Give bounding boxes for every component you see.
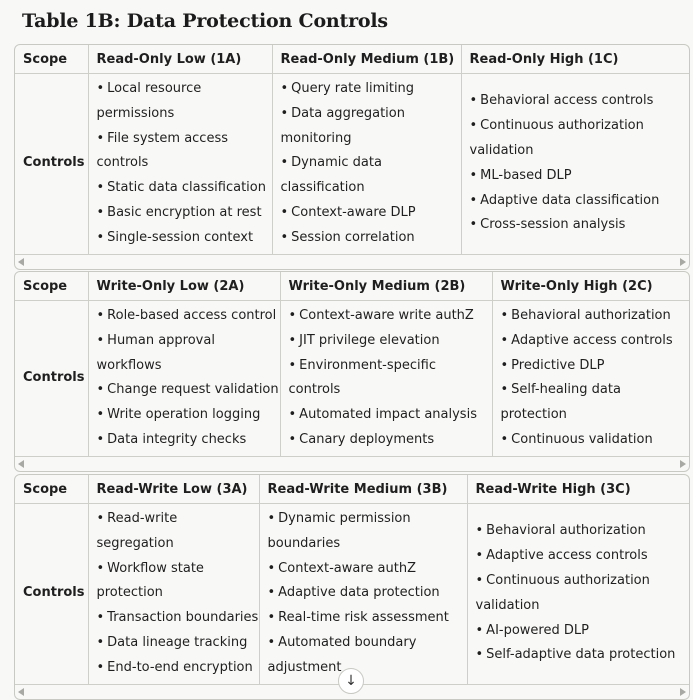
header-read-only-high: Read-Only High (1C) [461,45,689,74]
header-write-only-medium: Write-Only Medium (2B) [280,272,493,301]
list-item: Role-based access control [97,304,280,329]
list-item: Context-aware write authZ [289,304,492,329]
horizontal-scrollbar[interactable] [15,685,689,699]
horizontal-scrollbar[interactable] [15,457,689,471]
scroll-down-button[interactable]: ↓ [338,668,364,694]
list-item: Context-aware authZ [268,557,467,582]
list-item: Human approval workflows [97,329,280,379]
list-item: Continuous authorization validation [470,114,690,164]
cell-write-only-low: Role-based access control Human approval… [88,300,281,457]
header-scope: Scope [15,272,89,301]
list-item: Data integrity checks [97,428,280,453]
row-label-controls: Controls [15,300,89,457]
header-read-write-medium: Read-Write Medium (3B) [259,475,468,504]
list-item: File system access controls [97,127,272,177]
list-item: Adaptive access controls [501,329,690,354]
list-item: Static data classification [97,176,272,201]
scroll-left-icon[interactable] [18,687,24,696]
cell-read-write-low: Read-write segregation Workflow state pr… [88,503,260,685]
scroll-right-icon[interactable] [680,687,686,696]
list-item: Transaction boundaries [97,606,259,631]
list-item: Behavioral authorization [476,519,690,544]
list-item: ML-based DLP [470,164,690,189]
page-title: Table 1B: Data Protection Controls [22,10,388,32]
list-item: Single-session context [97,226,272,251]
table-read-only: Scope Read-Only Low (1A) Read-Only Mediu… [14,44,690,270]
cell-read-write-high: Behavioral authorization Adaptive access… [467,503,690,685]
list-item: Adaptive access controls [476,544,690,569]
header-read-write-high: Read-Write High (3C) [467,475,689,504]
header-read-only-low: Read-Only Low (1A) [88,45,273,74]
cell-read-only-high: Behavioral access controls Continuous au… [461,73,690,255]
list-item: Local resource permissions [97,77,272,127]
list-item: AI-powered DLP [476,619,690,644]
header-write-only-low: Write-Only Low (2A) [88,272,281,301]
list-item: Data lineage tracking [97,631,259,656]
table-read-write: Scope Read-Write Low (3A) Read-Write Med… [14,474,690,700]
list-item: Write operation logging [97,403,280,428]
table-write-only: Scope Write-Only Low (2A) Write-Only Med… [14,271,690,472]
list-item: Data aggregation monitoring [281,102,461,152]
list-item: Workflow state protection [97,557,259,607]
header-read-only-medium: Read-Only Medium (1B) [272,45,462,74]
list-item: Cross-session analysis [470,213,690,238]
scroll-right-icon[interactable] [680,459,686,468]
header-write-only-high: Write-Only High (2C) [492,272,689,301]
scroll-left-icon[interactable] [18,257,24,266]
list-item: Environment-specific controls [289,354,492,404]
list-item: Dynamic permission boundaries [268,507,467,557]
cell-read-only-low: Local resource permissions File system a… [88,73,273,255]
list-item: Predictive DLP [501,354,690,379]
list-item: Canary deployments [289,428,492,453]
row-label-controls: Controls [15,503,89,685]
cell-write-only-medium: Context-aware write authZ JIT privilege … [280,300,493,457]
list-item: Continuous validation [501,428,690,453]
scroll-right-icon[interactable] [680,257,686,266]
list-item: End-to-end encryption [97,656,259,681]
horizontal-scrollbar[interactable] [15,255,689,269]
list-item: Session correlation [281,226,461,251]
list-item: JIT privilege elevation [289,329,492,354]
cell-read-only-medium: Query rate limiting Data aggregation mon… [272,73,462,255]
list-item: Self-adaptive data protection [476,643,690,668]
header-scope: Scope [15,45,89,74]
list-item: Behavioral authorization [501,304,690,329]
list-item: Change request validation [97,378,280,403]
list-item: Basic encryption at rest [97,201,272,226]
arrow-down-icon: ↓ [345,673,357,689]
list-item: Context-aware DLP [281,201,461,226]
list-item: Continuous authorization validation [476,569,690,619]
list-item: Adaptive data classification [470,189,690,214]
list-item: Dynamic data classification [281,151,461,201]
scroll-left-icon[interactable] [18,459,24,468]
list-item: Automated boundary adjustment [268,631,467,681]
header-scope: Scope [15,475,89,504]
list-item: Behavioral access controls [470,89,690,114]
list-item: Automated impact analysis [289,403,492,428]
row-label-controls: Controls [15,73,89,255]
list-item: Self-healing data protection [501,378,690,428]
list-item: Adaptive data protection [268,581,467,606]
cell-read-write-medium: Dynamic permission boundaries Context-aw… [259,503,468,685]
list-item: Query rate limiting [281,77,461,102]
list-item: Read-write segregation [97,507,259,557]
header-read-write-low: Read-Write Low (3A) [88,475,260,504]
list-item: Real-time risk assessment [268,606,467,631]
cell-write-only-high: Behavioral authorization Adaptive access… [492,300,690,457]
